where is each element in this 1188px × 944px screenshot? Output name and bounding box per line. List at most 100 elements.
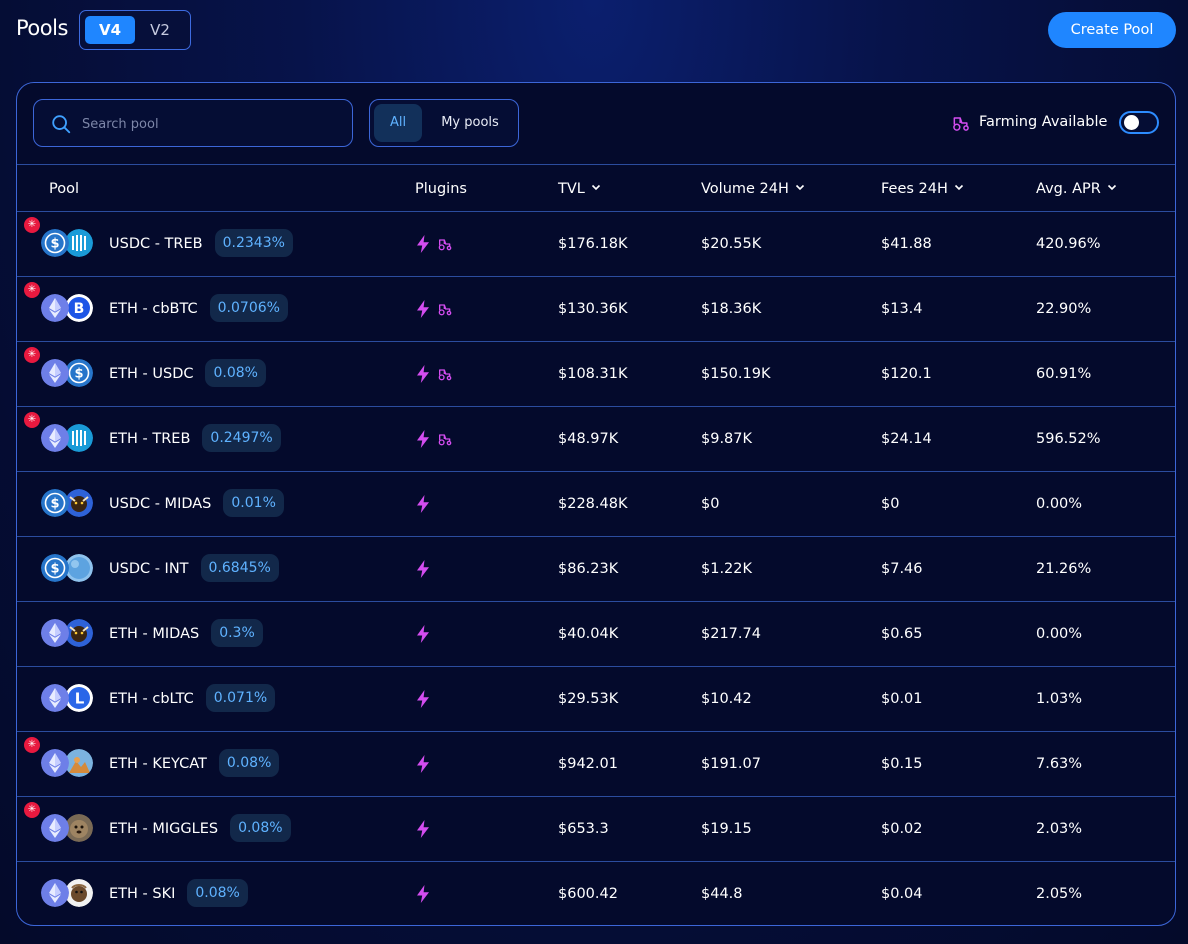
fee-tier-badge: 0.08% xyxy=(187,879,248,907)
volume-cell: $20.55K xyxy=(701,236,762,252)
column-plugins: Plugins xyxy=(415,181,467,197)
alert-badge-icon: ✳ xyxy=(24,282,40,298)
version-switch: V4 V2 xyxy=(79,10,191,50)
filter-my-pools-tab[interactable]: My pools xyxy=(441,115,499,130)
sort-volume-header[interactable]: Volume 24H xyxy=(701,165,805,213)
apr-cell: 2.03% xyxy=(1036,821,1083,837)
svg-text:$: $ xyxy=(74,367,83,382)
volume-cell: $191.07 xyxy=(701,756,761,772)
table-row[interactable]: L ETH - cbLTC 0.071% $29.53K $10.42 $0.01 1.03… xyxy=(17,667,1175,732)
table-row[interactable]: ✳ $ USDC - TREB 0.2343% $176.18K $20.55K $41.8… xyxy=(17,212,1175,277)
top-bar: Pools V4 V2 Create Pool xyxy=(16,10,1176,50)
search-input[interactable] xyxy=(82,110,342,138)
pool-pair: ETH - MIGGLES 0.08% xyxy=(109,797,291,861)
usdc-icon: $ xyxy=(41,489,69,517)
alert-badge-icon: ✳ xyxy=(24,737,40,753)
table-row[interactable]: ETH - MIDAS 0.3% $40.04K $217.74 $0.65 0.00% xyxy=(17,602,1175,667)
ski-icon xyxy=(65,879,93,907)
pool-pair-label: USDC - INT xyxy=(109,561,189,577)
tvl-cell: $228.48K xyxy=(558,496,628,512)
table-row[interactable]: $ USDC - INT 0.6845% $86.23K $1.22K $7.46 21.2… xyxy=(17,537,1175,602)
table-row[interactable]: ✳ ETH - MIGGLES 0.08% $653.3 $19.15 $0.02 2.03… xyxy=(17,797,1175,862)
farming-toggle[interactable] xyxy=(1119,111,1159,134)
fee-tier-badge: 0.2343% xyxy=(214,229,293,257)
fees-cell: $13.4 xyxy=(881,301,923,317)
sort-apr-header[interactable]: Avg. APR xyxy=(1036,165,1117,213)
bolt-icon xyxy=(417,365,429,383)
chevron-down-icon xyxy=(954,184,963,191)
fee-tier-badge: 0.01% xyxy=(223,489,284,517)
farming-filter: Farming Available xyxy=(951,111,1159,135)
apr-cell: 420.96% xyxy=(1036,236,1101,252)
tvl-cell: $108.31K xyxy=(558,366,628,382)
fees-cell: $41.88 xyxy=(881,236,932,252)
table-row[interactable]: ✳ B ETH - cbBTC 0.0706% $130.36K $18.36K $13.4… xyxy=(17,277,1175,342)
fees-cell: $7.46 xyxy=(881,561,923,577)
fee-tier-badge: 0.08% xyxy=(218,749,280,777)
search-box[interactable] xyxy=(33,99,353,147)
fees-cell: $24.14 xyxy=(881,431,932,447)
alert-badge-icon: ✳ xyxy=(24,802,40,818)
apr-cell: 0.00% xyxy=(1036,626,1083,642)
tvl-cell: $86.23K xyxy=(558,561,619,577)
fees-cell: $0.01 xyxy=(881,691,923,707)
volume-cell: $150.19K xyxy=(701,366,771,382)
table-row[interactable]: ✳ ETH - TREB 0.2497% $48.97K $9.87K $24.14 596… xyxy=(17,407,1175,472)
sort-fees-header[interactable]: Fees 24H xyxy=(881,165,964,213)
farming-available-label: Farming Available xyxy=(979,114,1108,130)
tvl-cell: $176.18K xyxy=(558,236,628,252)
svg-text:$: $ xyxy=(50,237,59,252)
fee-tier-badge: 0.6845% xyxy=(200,554,279,582)
bolt-icon xyxy=(417,755,429,773)
filter-all-tab[interactable]: All xyxy=(374,104,422,142)
fees-cell: $0.15 xyxy=(881,756,923,772)
fees-cell: $0.04 xyxy=(881,886,923,902)
table-row[interactable]: ✳ ETH - KEYCAT 0.08% $942.01 $191.07 $0.15 7.6… xyxy=(17,732,1175,797)
table-row[interactable]: $ USDC - MIDAS 0.01% $228.48K $0 $0 0.00% xyxy=(17,472,1175,537)
eth-icon xyxy=(41,814,69,842)
bolt-icon xyxy=(417,625,429,643)
table-row[interactable]: ✳ $ ETH - USDC 0.08% $108.31K $150.19K $120.1 6… xyxy=(17,342,1175,407)
bolt-icon xyxy=(417,560,429,578)
tvl-cell: $653.3 xyxy=(558,821,609,837)
eth-icon xyxy=(41,359,69,387)
pool-pair: ETH - TREB 0.2497% xyxy=(109,407,281,471)
bolt-icon xyxy=(417,300,429,318)
alert-badge-icon: ✳ xyxy=(24,412,40,428)
create-pool-button[interactable]: Create Pool xyxy=(1048,12,1176,48)
bolt-icon xyxy=(417,235,429,253)
chevron-down-icon xyxy=(795,184,804,191)
miggles-icon xyxy=(65,814,93,842)
tvl-cell: $600.42 xyxy=(558,886,618,902)
tvl-cell: $48.97K xyxy=(558,431,619,447)
pool-pair: USDC - INT 0.6845% xyxy=(109,537,279,601)
sort-tvl-header[interactable]: TVL xyxy=(558,165,601,213)
tractor-icon xyxy=(438,369,452,381)
volume-cell: $18.36K xyxy=(701,301,762,317)
pool-pair-label: ETH - SKI xyxy=(109,886,176,902)
column-apr-label: Avg. APR xyxy=(1036,181,1101,197)
apr-cell: 2.05% xyxy=(1036,886,1083,902)
fee-tier-badge: 0.3% xyxy=(211,619,263,647)
version-v2-button[interactable]: V2 xyxy=(150,21,170,39)
ltc-icon: L xyxy=(65,684,93,712)
volume-cell: $44.8 xyxy=(701,886,743,902)
volume-cell: $10.42 xyxy=(701,691,752,707)
table-header: Pool Plugins TVL Volume 24H Fees 24H Avg… xyxy=(17,164,1175,212)
bolt-icon xyxy=(417,690,429,708)
table-row[interactable]: ETH - SKI 0.08% $600.42 $44.8 $0.04 2.05% xyxy=(17,862,1175,925)
svg-text:B: B xyxy=(74,301,85,317)
pool-pair: ETH - KEYCAT 0.08% xyxy=(109,732,280,796)
eth-icon xyxy=(41,879,69,907)
volume-cell: $0 xyxy=(701,496,720,512)
fee-tier-badge: 0.08% xyxy=(230,814,291,842)
tvl-cell: $29.53K xyxy=(558,691,619,707)
column-volume-label: Volume 24H xyxy=(701,181,789,197)
svg-text:$: $ xyxy=(50,497,59,512)
bolt-icon xyxy=(417,820,429,838)
keycat-icon xyxy=(65,749,93,777)
pool-pair-label: ETH - cbBTC xyxy=(109,301,198,317)
apr-cell: 21.26% xyxy=(1036,561,1092,577)
version-v4-button[interactable]: V4 xyxy=(85,16,135,44)
fee-tier-badge: 0.2497% xyxy=(202,424,281,452)
